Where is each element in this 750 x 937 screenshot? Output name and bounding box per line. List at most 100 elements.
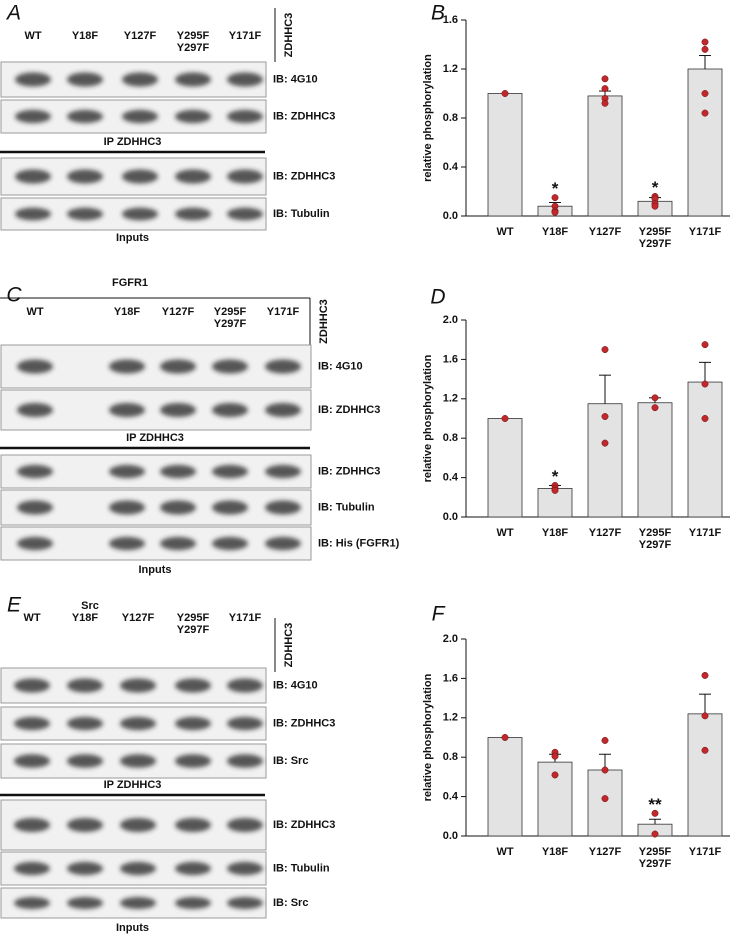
row-label: IB: Tubulin: [318, 501, 375, 513]
data-point: [701, 380, 709, 388]
band: [227, 72, 263, 87]
row-label: IB: ZDHHC3: [318, 465, 380, 477]
data-point: [501, 415, 509, 422]
band: [175, 818, 211, 832]
band: [160, 464, 196, 479]
y-tick-label: 0.4: [443, 161, 459, 173]
error-bar: [699, 693, 711, 714]
data-point: [501, 90, 509, 97]
data-point: [601, 795, 609, 803]
x-tick-label: Y295F Y297F: [638, 846, 672, 870]
band: [227, 716, 263, 731]
error-bar: [699, 55, 711, 69]
x-tick-label: Y295F Y297F: [638, 226, 672, 250]
band: [227, 818, 263, 832]
bar: [587, 769, 623, 837]
band: [175, 861, 211, 876]
band: [14, 678, 50, 693]
y-axis-label: relative phosphorylation: [422, 354, 434, 482]
lane-label: Y127F: [123, 30, 157, 42]
band: [67, 897, 103, 909]
band: [67, 109, 103, 124]
data-point: [701, 712, 709, 720]
y-tick-label: 1.6: [443, 353, 458, 365]
significance: *: [552, 179, 559, 198]
data-point: [701, 671, 709, 679]
band: [122, 72, 158, 87]
band: [175, 72, 211, 87]
lane-label: Y127F: [121, 612, 155, 624]
bar: [487, 737, 523, 837]
y-tick-label: 1.2: [443, 712, 458, 724]
data-point: [601, 737, 609, 744]
band: [227, 207, 263, 221]
data-point: [601, 766, 609, 774]
band: [17, 464, 53, 479]
data-point: [651, 404, 659, 412]
band: [15, 72, 51, 87]
y-axis-label: relative phosphorylation: [422, 54, 434, 182]
row-label: IB: 4G10: [318, 360, 363, 372]
band: [212, 464, 248, 479]
data-point: [551, 208, 559, 216]
y-tick-label: 0.8: [443, 751, 458, 763]
x-tick-label: Y127F: [588, 846, 622, 858]
band: [160, 403, 196, 417]
band: [120, 678, 156, 693]
row-label: IB: 4G10: [273, 679, 318, 691]
blot-strip: [0, 489, 312, 526]
band: [67, 207, 103, 221]
row-label: IB: His (FGFR1): [318, 537, 400, 549]
bar: [587, 95, 623, 217]
x-tick-label: Y171F: [688, 527, 722, 539]
ip-label: IP ZDHHC3: [126, 432, 184, 444]
x-tick-label: Y127F: [588, 226, 622, 238]
lane-label: Y171F: [228, 612, 262, 624]
lane-label: Y295F Y297F: [176, 612, 210, 636]
x-tick-label: Y18F: [541, 846, 569, 858]
band: [109, 500, 145, 515]
band: [175, 207, 211, 221]
y-tick-label: 2.0: [443, 633, 458, 645]
lane-label: Y18F: [113, 306, 141, 318]
band: [120, 716, 156, 731]
x-tick-label: WT: [496, 527, 514, 539]
row-label: IB: ZDHHC3: [273, 110, 335, 122]
row-label: IB: ZDHHC3: [273, 717, 335, 729]
band: [109, 359, 145, 374]
band: [160, 359, 196, 374]
band: [160, 500, 196, 515]
band: [120, 897, 156, 909]
band: [160, 536, 196, 551]
band: [14, 897, 50, 909]
y-tick-label: 0.0: [443, 210, 458, 222]
data-point: [651, 202, 659, 210]
band: [227, 169, 263, 184]
data-point: [551, 486, 559, 494]
error-bar: [699, 361, 711, 383]
lane-label: WT: [26, 306, 44, 318]
x-tick-label: WT: [496, 226, 514, 238]
data-point: [701, 415, 709, 422]
row-label: IB: 4G10: [273, 73, 318, 85]
lane-label: Y171F: [228, 30, 262, 42]
band: [175, 109, 211, 124]
band: [17, 403, 53, 417]
band: [15, 109, 51, 124]
band: [212, 500, 248, 515]
row-label: IB: Tubulin: [273, 208, 330, 220]
inputs-label: Inputs: [116, 232, 149, 244]
band: [227, 754, 263, 768]
x-tick-label: Y127F: [588, 527, 622, 539]
row-label: IB: Src: [273, 755, 308, 767]
panel-label: D: [430, 286, 445, 309]
side-label: ZDHHC3: [318, 299, 330, 344]
band: [175, 897, 211, 909]
lane-label: WT: [23, 612, 41, 624]
band: [109, 536, 145, 551]
band: [67, 72, 103, 87]
row-label: IB: Tubulin: [273, 862, 330, 874]
band: [175, 678, 211, 693]
bar: [487, 418, 523, 518]
band: [17, 536, 53, 551]
